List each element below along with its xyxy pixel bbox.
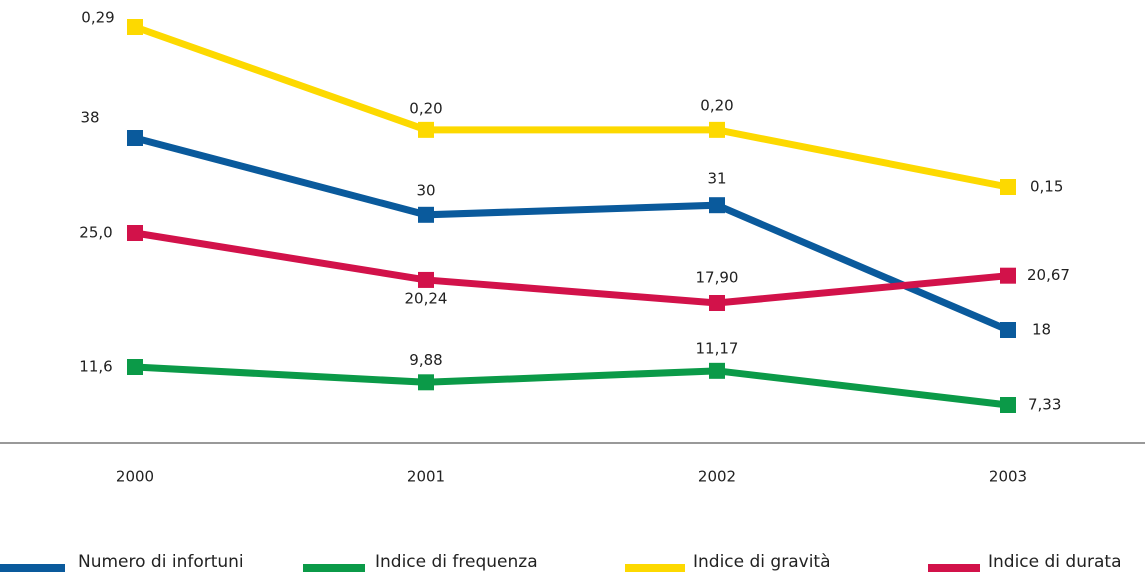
- marker: [709, 362, 725, 379]
- value-label: 20,67: [1027, 266, 1070, 284]
- value-label: 18: [1032, 321, 1051, 339]
- value-label: 30: [416, 181, 435, 199]
- legend-swatch: [0, 564, 65, 572]
- legend-label: Indice di frequenza: [375, 552, 538, 572]
- marker: [418, 206, 434, 223]
- x-tick-label: 2003: [989, 468, 1027, 486]
- marker: [1000, 397, 1016, 413]
- value-label: 0,20: [700, 96, 733, 114]
- value-label: 0,15: [1030, 178, 1063, 196]
- marker: [709, 121, 725, 138]
- value-label: 11,17: [696, 339, 739, 357]
- value-label: 38: [80, 109, 99, 127]
- x-tick-label: 2002: [698, 468, 736, 486]
- series-line: [134, 134, 1010, 334]
- marker: [418, 121, 434, 138]
- marker: [418, 374, 434, 391]
- legend-swatch: [928, 564, 980, 572]
- series-line: [134, 363, 1009, 409]
- series-line: [134, 229, 1009, 307]
- marker: [127, 359, 143, 375]
- marker: [1000, 179, 1016, 195]
- legend-swatch: [625, 564, 685, 572]
- marker: [127, 225, 143, 241]
- legend-swatch: [303, 564, 365, 572]
- value-label: 9,88: [409, 351, 442, 369]
- x-tick-label: 2001: [407, 468, 445, 486]
- value-label: 0,29: [81, 9, 114, 27]
- value-label: 11,6: [79, 358, 112, 376]
- marker: [127, 19, 143, 35]
- marker: [127, 130, 143, 146]
- marker: [418, 271, 434, 288]
- value-label: 31: [707, 170, 726, 188]
- legend-label: Indice di durata: [988, 552, 1122, 572]
- marker: [1000, 267, 1016, 284]
- value-label: 25,0: [79, 224, 112, 242]
- x-tick-label: 2000: [116, 468, 154, 486]
- series-line: [133, 23, 1009, 191]
- value-label: 0,20: [409, 99, 442, 117]
- marker: [1000, 322, 1016, 338]
- marker: [709, 295, 725, 311]
- legend-label: Numero di infortuni: [78, 552, 244, 572]
- marker: [709, 197, 725, 214]
- value-label: 7,33: [1028, 396, 1061, 414]
- value-label: 20,24: [405, 289, 448, 307]
- legend-label: Indice di gravità: [693, 552, 831, 572]
- value-label: 17,90: [696, 269, 739, 287]
